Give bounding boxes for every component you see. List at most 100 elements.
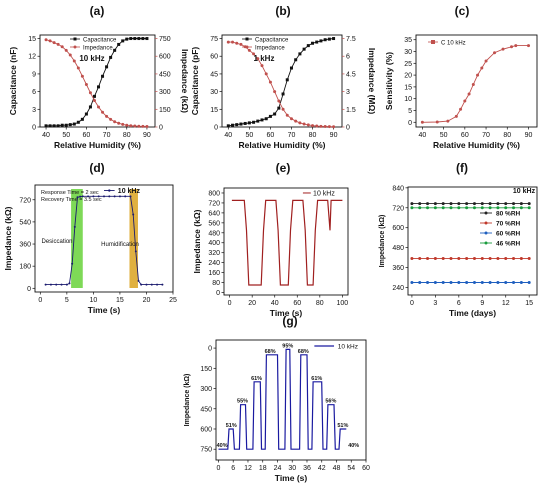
data-point <box>434 281 437 284</box>
x-tick-label: 20 <box>143 297 151 304</box>
legend-label: 70 %RH <box>496 221 521 228</box>
data-point <box>45 38 48 41</box>
data-point <box>141 37 144 40</box>
data-point <box>510 45 513 48</box>
data-point <box>473 257 476 260</box>
y-right-tick-label: 7.5 <box>346 36 356 43</box>
data-point <box>105 115 108 118</box>
data-point <box>45 124 48 127</box>
y-tick-label: 160 <box>208 270 220 277</box>
data-point <box>231 124 234 127</box>
y-tick-label: 640 <box>208 210 220 217</box>
data-point <box>298 121 301 124</box>
y-tick-label: 20 <box>404 73 412 80</box>
data-point <box>472 83 475 86</box>
peak-label: 51% <box>226 423 237 429</box>
data-point <box>273 113 276 116</box>
data-point <box>235 42 238 45</box>
recovery-time-annotation: Recovery Time = 3.5 sec <box>41 197 102 203</box>
data-point <box>101 111 104 114</box>
data-point <box>124 195 126 197</box>
data-point <box>66 284 68 286</box>
y-right-tick-label: 1.5 <box>346 107 356 114</box>
y-tick-label: 360 <box>19 242 31 249</box>
y-tick-label: 9 <box>32 71 36 78</box>
y-tick-label: 0 <box>216 290 220 297</box>
data-point <box>130 195 132 197</box>
data-point <box>113 49 116 52</box>
data-point <box>473 202 476 205</box>
y-axis-label: Capacitance (pF) <box>190 47 200 116</box>
data-point <box>485 59 488 62</box>
data-point <box>294 120 297 123</box>
series-line-0 <box>46 39 147 126</box>
data-point <box>459 108 462 111</box>
data-point <box>328 125 331 128</box>
legend-label: 80 %RH <box>496 211 521 218</box>
data-point <box>273 90 276 93</box>
data-point <box>137 125 140 128</box>
data-point <box>512 281 515 284</box>
y-tick-label: 35 <box>404 37 412 44</box>
y-tick-label: 360 <box>392 265 404 272</box>
data-point <box>117 122 120 125</box>
y-tick-label: 0 <box>408 120 412 127</box>
peak-label: 68% <box>265 349 276 355</box>
panel-c: (c)40 50 60 70 80 9005101520253035Relative Hu… <box>384 4 537 150</box>
y-tick-label: 240 <box>208 260 220 267</box>
data-point <box>151 284 153 286</box>
data-point <box>145 125 148 128</box>
panel-f: (f)0 3 6 9 12 15240360480600720840Time (days)… <box>379 161 537 318</box>
data-point <box>311 42 314 45</box>
y-tick-label: 6 <box>32 89 36 96</box>
y-tick-label: 0 <box>208 346 212 353</box>
legend-label: 60 %RH <box>496 231 521 238</box>
data-point <box>496 206 499 209</box>
data-point <box>114 195 116 197</box>
data-point <box>290 117 293 120</box>
data-point <box>57 43 60 46</box>
data-point <box>473 206 476 209</box>
panel-b: (b) 40 50 60 70 80 90 0 15 30 45 60 75 0 1.5 3 4.5 6 7.5 Re… <box>190 4 377 150</box>
data-point <box>489 281 492 284</box>
legend-label: 10 kHz <box>313 190 335 197</box>
data-point <box>426 257 429 260</box>
x-tick-label: 30 <box>288 465 296 472</box>
data-point <box>121 123 124 126</box>
y-tick-label: 0 <box>32 125 36 132</box>
data-point <box>132 214 134 216</box>
response-time-annotation: Response Time = 2 sec <box>41 190 99 196</box>
data-point <box>410 202 413 205</box>
data-point <box>426 206 429 209</box>
data-point <box>50 284 52 286</box>
x-tick-label: 80 <box>123 132 131 139</box>
y-tick-label: 15 <box>404 84 412 91</box>
data-point <box>69 282 71 284</box>
data-point <box>442 257 445 260</box>
legend-marker <box>74 38 77 41</box>
y-tick-label: 560 <box>208 220 220 227</box>
panel-d: (d)0 5 10 15 20 250180360540720Time (s)Impeda… <box>3 161 177 315</box>
y-tick-label: 800 <box>208 190 220 197</box>
legend-label: Capacitance <box>255 38 289 44</box>
data-point <box>418 206 421 209</box>
data-point <box>528 206 531 209</box>
y-tick-label: 5 <box>408 108 412 115</box>
data-point <box>481 206 484 209</box>
data-point <box>512 202 515 205</box>
y-tick-label: 25 <box>404 61 412 68</box>
data-point <box>69 54 72 57</box>
x-tick-label: 50 <box>62 132 70 139</box>
data-point <box>57 124 60 127</box>
data-point <box>282 108 285 111</box>
y-right-axis-label: Impedance (kΩ) <box>180 49 190 113</box>
data-point <box>450 257 453 260</box>
data-point <box>125 124 128 127</box>
y-tick-label: 540 <box>19 219 31 226</box>
data-point <box>410 281 413 284</box>
data-point <box>282 92 285 95</box>
data-point <box>97 85 100 88</box>
data-point <box>74 226 76 228</box>
data-point <box>421 121 424 124</box>
data-point <box>434 202 437 205</box>
